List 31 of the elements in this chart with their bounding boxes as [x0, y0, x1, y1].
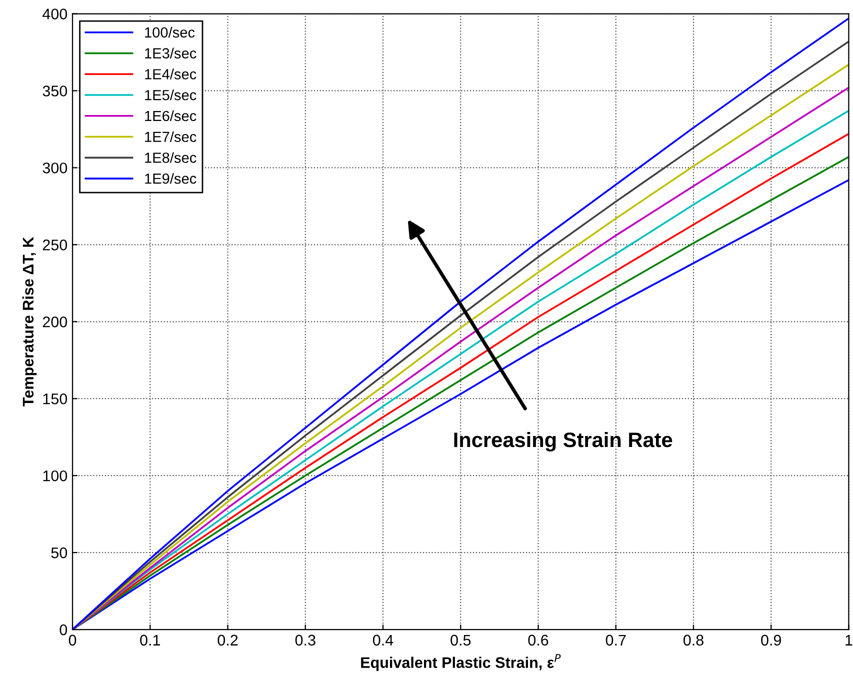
- legend-label: 1E8/sec: [145, 152, 196, 163]
- y-tick-label: 200: [42, 316, 68, 328]
- x-tick-label: 0.9: [761, 634, 782, 646]
- y-tick-label: 400: [42, 8, 68, 20]
- x-tick-label: 0.6: [528, 634, 548, 646]
- x-tick-label: 0.5: [450, 634, 471, 646]
- x-tick-label: 1: [846, 634, 852, 646]
- y-tick-label: 50: [51, 547, 68, 558]
- y-tick-label: 100: [43, 470, 68, 482]
- y-axis-title: Temperature Rise ΔT, K: [22, 236, 37, 406]
- y-tick-label: 250: [42, 240, 68, 250]
- y-tick-label: 0: [60, 624, 68, 636]
- x-tick-label: 0: [68, 634, 76, 646]
- x-tick-label: 0.2: [218, 634, 238, 646]
- x-tick-label: 0.3: [295, 634, 316, 646]
- legend-label: 1E5/sec: [145, 90, 196, 100]
- x-tick-label: 0.7: [606, 634, 626, 646]
- x-tick-label: 0.1: [140, 634, 160, 646]
- x-axis-title: Equivalent Plastic Strain, ε$^{P}$: [361, 654, 561, 671]
- y-tick-label: 350: [42, 86, 68, 96]
- legend-label: 1E7/sec: [145, 131, 196, 142]
- annotation: Increasing Strain Rate: [454, 432, 672, 452]
- legend-label: 1E6/sec: [145, 110, 196, 122]
- legend-label: 1E4/sec: [145, 68, 196, 80]
- x-tick-label: 0.8: [683, 634, 704, 646]
- y-tick-label: 300: [42, 162, 68, 174]
- legend-label: 1E9/sec: [145, 173, 196, 184]
- legend-label: 1E3/sec: [145, 48, 196, 58]
- x-tick-label: 0.4: [372, 634, 394, 646]
- y-tick-label: 150: [43, 393, 68, 404]
- legend-label: 100/sec: [145, 26, 195, 38]
